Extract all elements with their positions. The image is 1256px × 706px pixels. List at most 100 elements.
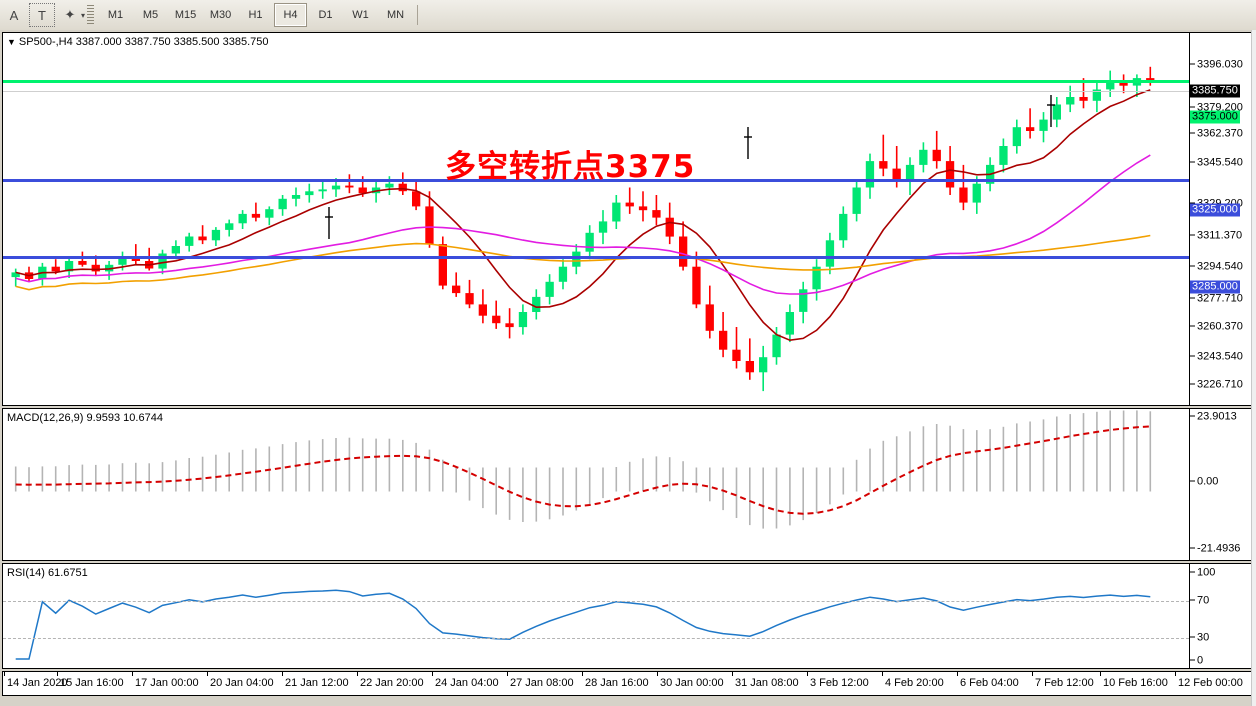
tick-dash-icon (1190, 383, 1195, 385)
price-tick-label: 3294.540 (1197, 260, 1243, 273)
timeframe-m30[interactable]: M30 (209, 9, 232, 21)
price-tick-label: 3396.030 (1197, 58, 1243, 71)
time-axis-tick (657, 672, 658, 676)
rsi-tick-label: 70 (1197, 594, 1210, 607)
macd-series-svg (14, 410, 1152, 529)
price-tick-label: 3285.000 (1190, 280, 1240, 294)
time-axis-tick (1032, 672, 1033, 676)
time-axis-tick (957, 672, 958, 676)
rsi-plot-area[interactable] (3, 564, 1189, 668)
rsi-header: RSI(14) 61.6751 (7, 567, 88, 579)
collapse-caret-icon[interactable]: ▼ (7, 37, 16, 47)
macd-panel[interactable]: MACD(12,26,9) 9.9593 10.6744 23.9013 0.00… (2, 408, 1252, 561)
timeframe-w1[interactable]: W1 (352, 9, 369, 21)
toolbar-drag-handle[interactable] (87, 5, 95, 25)
price-tick: 3260.370 (1190, 321, 1243, 333)
price-chart-header: ▼ SP500-,H4 3387.000 3387.750 3385.500 33… (7, 36, 268, 48)
price-plot-area[interactable]: 多空转折点3375 (3, 33, 1189, 405)
dropdown-arrow-icon[interactable]: ▾ (81, 10, 86, 20)
rsi-scale[interactable]: 100 70 30 0 (1189, 564, 1251, 668)
price-header-text: SP500-,H4 3387.000 3387.750 3385.500 338… (18, 36, 269, 48)
time-axis-label: 15 Jan 16:00 (60, 677, 124, 689)
tick-dash-icon (1190, 599, 1195, 601)
price-tick: 3379.200 (1190, 101, 1243, 114)
timeframe-h1[interactable]: H1 (248, 9, 263, 21)
tick-dash-icon (1190, 234, 1195, 236)
time-axis-label: 7 Feb 12:00 (1035, 677, 1094, 689)
price-tick-label: 3311.370 (1197, 229, 1243, 242)
tick-dash-icon (1190, 480, 1195, 482)
price-tick-label: 3379.200 (1197, 101, 1243, 114)
macd-scale[interactable]: 23.9013 0.00 -21.4936 (1189, 409, 1251, 560)
price-scale[interactable]: 3396.030 3385.750 3379.200 3375.000 3362.370… (1189, 33, 1251, 421)
time-axis-tick (57, 672, 58, 676)
rsi-tick-label: 30 (1197, 631, 1210, 644)
time-axis-label: 21 Jan 12:00 (285, 677, 349, 689)
timeframe-m15[interactable]: M15 (174, 9, 197, 21)
rsi-level-70-line (3, 601, 1189, 602)
timeframe-m1[interactable]: M1 (107, 9, 124, 21)
time-axis-label: 6 Feb 04:00 (960, 677, 1019, 689)
time-axis-label: 20 Jan 04:00 (210, 677, 274, 689)
hline-green-3375[interactable] (3, 80, 1189, 83)
rsi-tick-label: 0 (1197, 654, 1204, 667)
hline-blue-3285[interactable] (3, 256, 1189, 259)
time-axis-label: 24 Jan 04:00 (435, 677, 499, 689)
text-box-icon[interactable]: T (29, 3, 55, 27)
hline-blue-3325[interactable] (3, 179, 1189, 182)
price-tick: 3396.030 (1190, 58, 1243, 71)
gridline (3, 91, 1189, 92)
timeframe-h4[interactable]: H4 (274, 3, 308, 27)
price-tick: 3311.370 (1190, 229, 1243, 242)
rsi-panel[interactable]: RSI(14) 61.6751 100 70 30 0 (2, 563, 1252, 669)
objects-icon[interactable]: ✦ (64, 7, 76, 22)
time-axis-tick (582, 672, 583, 676)
time-axis-label: 22 Jan 20:00 (360, 677, 424, 689)
price-tick-label: 3325.000 (1190, 203, 1240, 217)
time-axis-label: 3 Feb 12:00 (810, 677, 869, 689)
time-axis-label: 10 Feb 16:00 (1103, 677, 1168, 689)
macd-tick-label: 0.00 (1197, 475, 1219, 488)
chart-toolbar: A T ✦ ▾ M1 M5 M15 M30 H1 H4 D1 W1 MN (0, 0, 1256, 31)
price-tick-label: 3226.710 (1197, 378, 1243, 391)
time-axis-label: 17 Jan 00:00 (135, 677, 199, 689)
rsi-tick: 30 (1190, 631, 1210, 644)
timeframe-d1[interactable]: D1 (318, 9, 333, 21)
time-axis-label: 12 Feb 00:00 (1178, 677, 1243, 689)
time-axis-tick (282, 672, 283, 676)
macd-header: MACD(12,26,9) 9.9593 10.6744 (7, 412, 163, 424)
price-tick-label: 3375.000 (1190, 110, 1240, 124)
price-tick-label: 3243.540 (1197, 350, 1243, 363)
tick-dash-icon (1190, 659, 1195, 661)
time-axis-label: 27 Jan 08:00 (510, 677, 574, 689)
timeframe-mn[interactable]: MN (386, 9, 405, 21)
toolbar-separator (417, 5, 419, 25)
tick-dash-icon (1190, 63, 1195, 65)
price-tick: 3362.370 (1190, 128, 1243, 140)
tick-dash-icon (1190, 571, 1195, 573)
price-tick: 3243.540 (1190, 350, 1243, 363)
price-tick: 3375.000 (1190, 110, 1240, 124)
time-axis-tick (507, 672, 508, 676)
tick-dash-icon (1190, 265, 1195, 267)
time-axis-tick (807, 672, 808, 676)
price-tick: 3226.710 (1190, 378, 1243, 391)
price-tick: 3325.000 (1190, 203, 1240, 217)
time-axis-tick (1175, 672, 1176, 676)
macd-tick: 0.00 (1190, 475, 1219, 488)
price-series-svg (11, 66, 1155, 392)
price-chart-panel[interactable]: ▼ SP500-,H4 3387.000 3387.750 3385.500 33… (2, 32, 1252, 421)
time-axis-label: 14 Jan 2020 (7, 677, 68, 689)
macd-plot-area[interactable] (3, 409, 1189, 560)
vertical-scrollbar[interactable] (1251, 30, 1256, 706)
time-axis[interactable]: 14 Jan 2020 15 Jan 16:00 17 Jan 00:00 20 Ja… (2, 671, 1252, 696)
time-axis-label: 30 Jan 00:00 (660, 677, 724, 689)
time-axis-label: 4 Feb 20:00 (885, 677, 944, 689)
text-label-icon[interactable]: A (9, 7, 19, 23)
macd-tick-label: -21.4936 (1197, 542, 1241, 555)
time-axis-label: 28 Jan 16:00 (585, 677, 649, 689)
chart-frame: ▼ SP500-,H4 3387.000 3387.750 3385.500 33… (0, 30, 1256, 706)
tick-dash-icon (1190, 106, 1195, 108)
timeframe-m5[interactable]: M5 (142, 9, 159, 21)
price-tick: 3277.710 (1190, 293, 1243, 305)
